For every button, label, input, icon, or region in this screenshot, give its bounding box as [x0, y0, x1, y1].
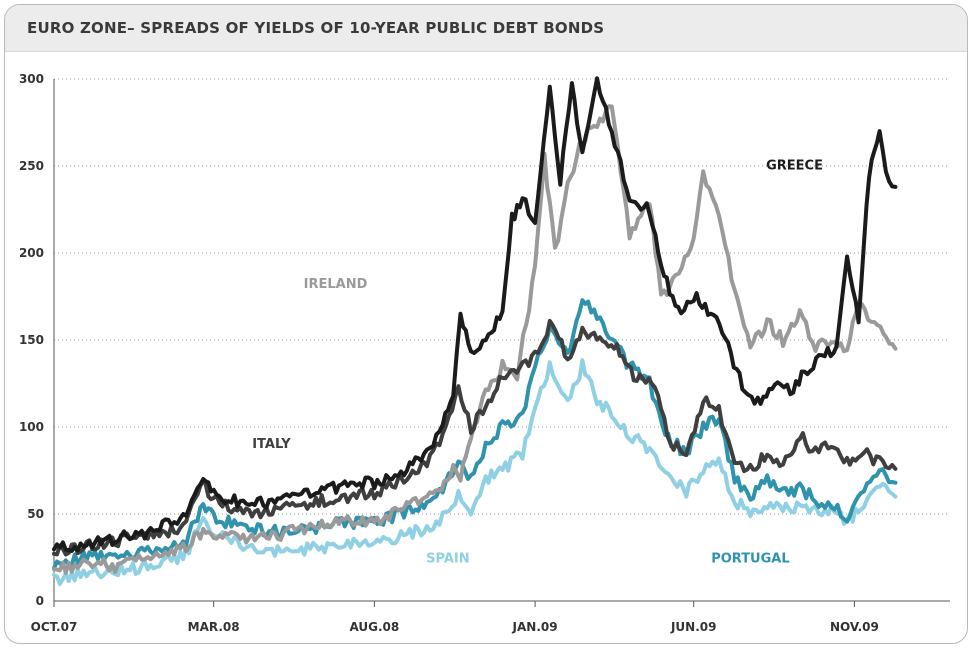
x-tick-label: OCT.07 [31, 620, 78, 634]
gridlines [54, 78, 950, 515]
chart-frame: EURO ZONE– SPREADS OF YIELDS OF 10-YEAR … [4, 4, 968, 644]
series-lines [52, 76, 898, 586]
x-tick-label: MAR.08 [188, 620, 240, 634]
series-line-greece [52, 76, 898, 553]
series-label-ireland: IRELAND [304, 277, 368, 292]
x-tick-label: JAN.09 [512, 620, 558, 634]
axes: 0 50 100 150 200 250 300 OCT.07 MAR.08 AUG.08 JAN.… [19, 72, 950, 634]
series-label-italy: ITALY [252, 437, 291, 452]
y-tick-label: 150 [19, 333, 44, 347]
title-bar: EURO ZONE– SPREADS OF YIELDS OF 10-YEAR … [5, 5, 967, 52]
x-tick-label: JUN.09 [670, 620, 717, 634]
x-tick-label: AUG.08 [349, 620, 399, 634]
chart-title: EURO ZONE– SPREADS OF YIELDS OF 10-YEAR … [27, 19, 605, 37]
y-tick-label: 200 [19, 246, 44, 260]
y-tick-label: 50 [27, 507, 44, 521]
y-tick-label: 300 [19, 72, 44, 86]
series-label-spain: SPAIN [426, 552, 469, 567]
series-label-portugal: PORTUGAL [711, 552, 789, 567]
y-tick-label: 250 [19, 159, 44, 173]
series-line-portugal [52, 298, 898, 571]
y-tick-label: 100 [19, 420, 44, 434]
y-tick-label: 0 [36, 594, 44, 608]
series-line-ireland [52, 104, 898, 575]
x-tick-label: NOV.09 [830, 620, 879, 634]
series-label-greece: GREECE [766, 158, 823, 173]
series-labels: GREECE IRELAND ITALY SPAIN PORTUGAL [252, 158, 823, 566]
